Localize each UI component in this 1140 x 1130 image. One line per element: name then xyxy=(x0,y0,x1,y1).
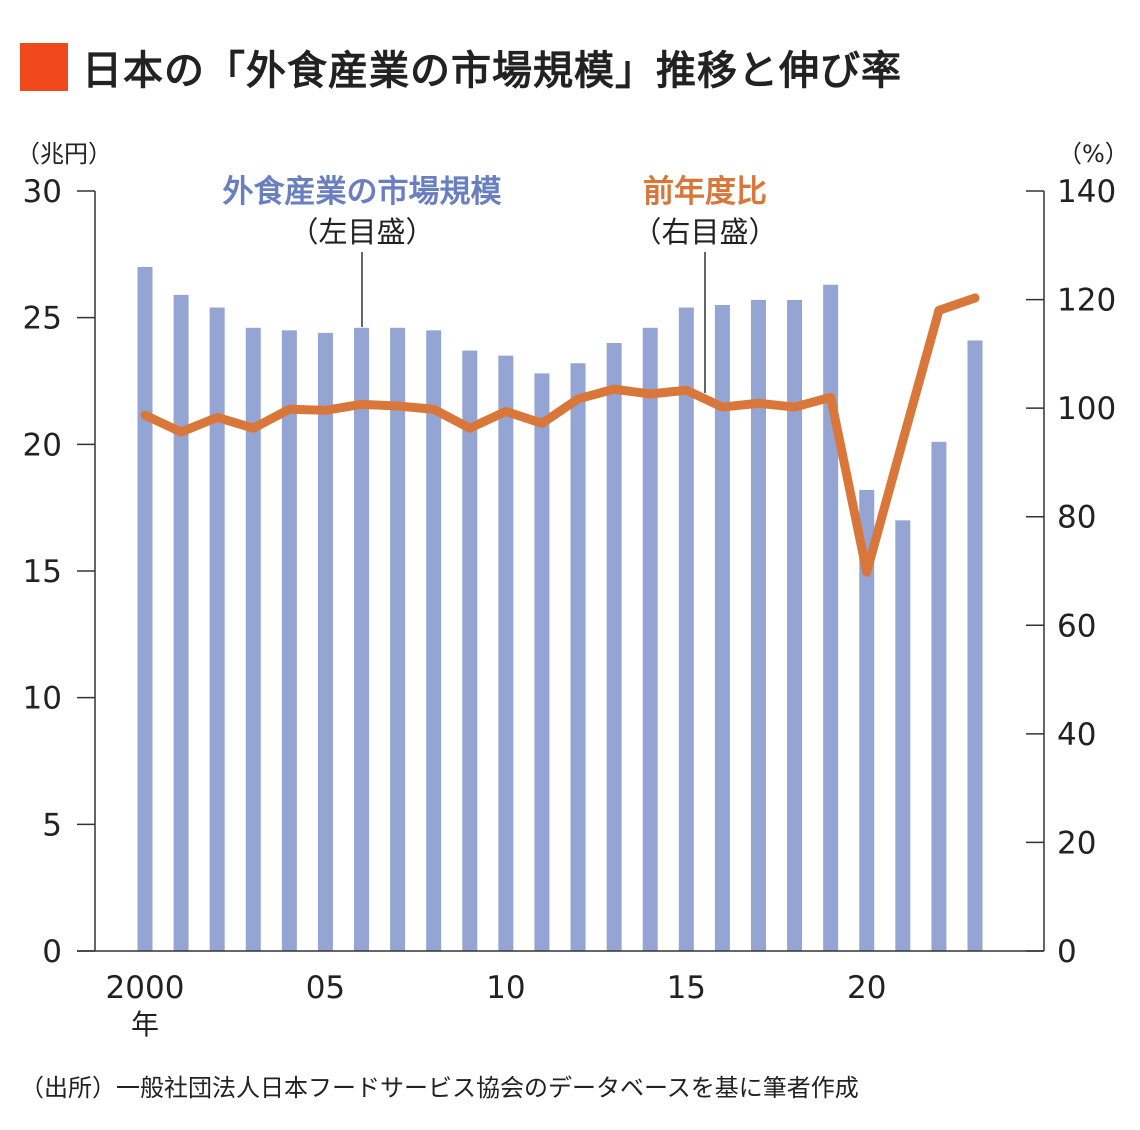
line-point-2019 xyxy=(829,396,832,399)
line-point-2012 xyxy=(577,397,580,400)
bar-2000 xyxy=(137,267,153,951)
bar-2006 xyxy=(354,327,370,951)
bar-2019 xyxy=(823,284,839,951)
line-point-2009 xyxy=(468,427,471,430)
bar-2005 xyxy=(317,332,333,951)
line-point-2017 xyxy=(757,402,760,405)
line-series-yoy xyxy=(140,293,980,577)
bar-2022 xyxy=(931,441,947,951)
bar-2013 xyxy=(606,343,622,951)
bar-2004 xyxy=(281,330,297,951)
left-tick-label: 15 xyxy=(23,554,62,590)
line-point-2003 xyxy=(252,427,255,430)
left-tick-label: 5 xyxy=(42,807,62,843)
bar-2009 xyxy=(462,350,478,952)
line-point-2006 xyxy=(360,403,363,406)
line-point-2002 xyxy=(216,416,219,419)
bar-2017 xyxy=(750,299,766,951)
line-point-2000 xyxy=(144,414,146,417)
bar-2007 xyxy=(390,327,406,951)
line-point-2008 xyxy=(432,408,435,411)
x-tick-label: 05 xyxy=(306,970,345,1006)
line-point-2004 xyxy=(288,408,291,411)
bar-2015 xyxy=(678,307,694,951)
line-point-2014 xyxy=(649,393,652,396)
bar-2008 xyxy=(426,330,442,951)
bar-2018 xyxy=(787,299,803,951)
right-tick-label: 60 xyxy=(1057,608,1096,644)
right-tick-label: 120 xyxy=(1057,283,1116,319)
x-unit-label: 年 xyxy=(131,1008,159,1041)
line-point-2007 xyxy=(396,404,399,407)
line-point-2020 xyxy=(865,571,868,574)
line-point-2001 xyxy=(180,431,183,434)
right-tick-label: 0 xyxy=(1057,934,1077,970)
bar-series-label: 外食産業の市場規模 xyxy=(223,174,502,210)
bar-2023 xyxy=(967,340,983,951)
chart-title: 日本の「外食産業の市場規模」推移と伸び率 xyxy=(82,48,902,94)
line-point-2010 xyxy=(504,410,507,413)
bar-2002 xyxy=(209,307,225,951)
title-marker-square xyxy=(20,43,68,91)
x-tick-label: 10 xyxy=(486,970,525,1006)
line-point-2015 xyxy=(685,389,688,392)
bar-2012 xyxy=(570,363,586,951)
bar-2003 xyxy=(245,327,261,951)
bar-2020 xyxy=(859,489,875,951)
bar-2001 xyxy=(173,294,189,951)
line-point-2013 xyxy=(613,388,616,391)
right-tick-label: 100 xyxy=(1057,391,1116,427)
line-point-2011 xyxy=(540,422,543,425)
line-point-2005 xyxy=(324,409,327,412)
chart-title-wrap: 日本の「外食産業の市場規模」推移と伸び率 xyxy=(20,38,902,96)
right-axis-unit: （%） xyxy=(1058,140,1129,168)
right-tick-label: 140 xyxy=(1057,174,1116,210)
bar-2011 xyxy=(534,373,550,951)
left-tick-label: 30 xyxy=(23,174,62,210)
bar-2016 xyxy=(714,305,730,951)
right-tick-label: 40 xyxy=(1057,717,1096,753)
x-tick-label: 2000 xyxy=(106,970,185,1006)
line-point-2023 xyxy=(974,296,976,299)
left-tick-label: 25 xyxy=(23,301,62,337)
left-tick-label: 20 xyxy=(23,427,62,463)
right-tick-label: 20 xyxy=(1057,825,1096,861)
left-axis-unit: （兆円） xyxy=(16,140,112,168)
bar-series-axis-note: （左目盛） xyxy=(289,215,434,249)
bar-2021 xyxy=(895,520,911,951)
x-tick-label: 15 xyxy=(667,970,706,1006)
line-series-label: 前年度比 xyxy=(643,174,767,210)
bar-2014 xyxy=(642,327,658,951)
line-point-2022 xyxy=(937,309,940,312)
left-tick-label: 10 xyxy=(23,681,62,717)
line-point-2021 xyxy=(901,439,904,442)
line-point-2016 xyxy=(721,406,724,409)
right-tick-label: 80 xyxy=(1057,500,1096,536)
line-series-axis-note: （右目盛） xyxy=(632,215,777,249)
bar-2010 xyxy=(498,355,514,952)
x-tick-label: 20 xyxy=(847,970,886,1006)
left-tick-label: 0 xyxy=(42,934,62,970)
line-point-2018 xyxy=(793,406,796,409)
source-note: （出所）一般社団法人日本フードサービス協会のデータベースを基に筆者作成 xyxy=(20,1074,859,1102)
